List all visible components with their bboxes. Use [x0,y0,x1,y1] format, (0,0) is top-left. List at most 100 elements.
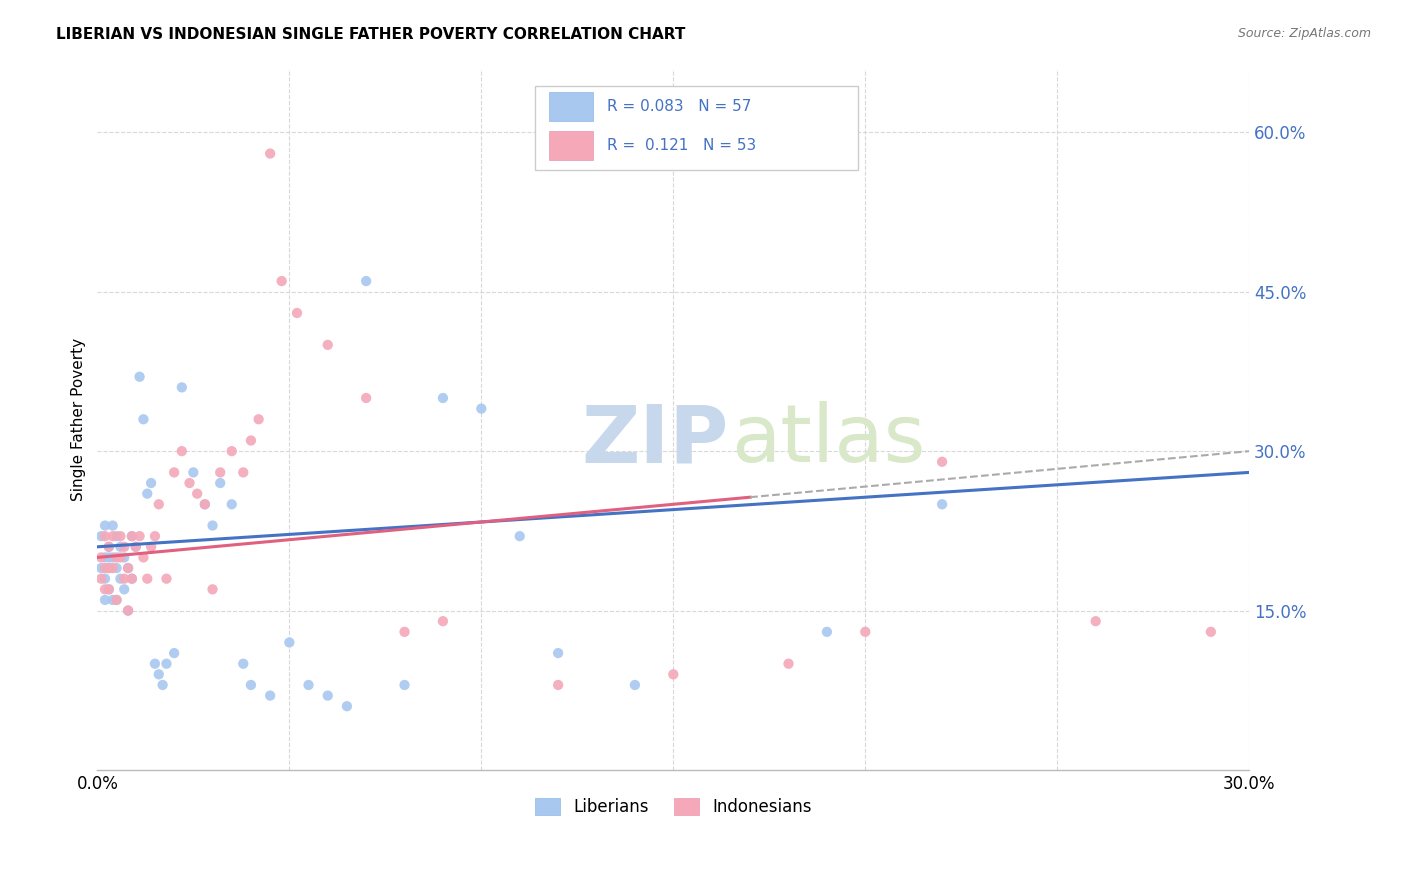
Point [700,103,723,118]
Point [94,529,117,543]
Point [110,572,132,586]
Point [931,455,953,469]
Point [97,540,120,554]
Point [105,593,128,607]
Point [101,529,124,543]
Point [624,678,647,692]
Point [94,518,117,533]
Point [121,529,143,543]
Point [259,689,281,703]
Point [509,529,531,543]
Point [139,476,162,491]
Point [316,689,339,703]
Point [132,550,155,565]
Point [112,540,135,554]
Point [297,678,319,692]
Point [90,550,112,565]
Point [105,561,128,575]
Point [94,572,117,586]
Point [239,434,262,448]
Point [125,540,148,554]
Point [336,699,359,714]
Point [155,657,177,671]
Point [155,572,177,586]
Point [259,146,281,161]
Point [97,561,120,575]
Point [97,561,120,575]
Point [101,561,124,575]
Point [90,529,112,543]
Point [221,444,243,458]
Point [112,582,135,597]
Point [143,657,166,671]
Text: atlas: atlas [731,401,925,479]
Point [105,593,128,607]
Point [354,274,377,288]
Point [778,657,800,671]
Point [815,624,838,639]
Point [394,678,416,692]
Point [136,572,159,586]
Point [112,572,135,586]
Point [128,529,150,543]
Point [139,540,162,554]
Point [931,497,953,511]
Point [132,412,155,426]
Point [547,678,569,692]
Point [183,466,205,480]
Point [110,529,132,543]
Point [209,476,232,491]
Point [170,444,193,458]
Point [232,466,254,480]
Point [179,476,201,491]
Point [152,678,174,692]
Point [117,603,139,617]
Point [117,561,139,575]
Point [110,540,132,554]
Point [97,582,120,597]
Point [432,614,454,628]
Text: LIBERIAN VS INDONESIAN SINGLE FATHER POVERTY CORRELATION CHART: LIBERIAN VS INDONESIAN SINGLE FATHER POV… [56,27,686,42]
Point [94,561,117,575]
Point [97,550,120,565]
Point [186,486,208,500]
Point [143,529,166,543]
Point [1084,614,1107,628]
FancyBboxPatch shape [536,86,858,170]
Point [662,667,685,681]
Point [90,561,112,575]
Point [136,486,159,500]
Text: ZIP: ZIP [581,401,728,479]
Point [239,678,262,692]
Point [470,401,492,416]
Point [247,412,270,426]
Point [163,646,186,660]
Point [101,550,124,565]
Point [94,550,117,565]
Point [547,646,569,660]
Point [221,497,243,511]
Point [105,550,128,565]
Point [285,306,308,320]
Point [232,657,254,671]
Point [209,466,232,480]
Point [110,550,132,565]
Point [121,572,143,586]
Point [117,561,139,575]
Point [194,497,217,511]
Point [1199,624,1222,639]
Text: R =  0.121   N = 53: R = 0.121 N = 53 [606,138,756,153]
Point [105,529,128,543]
Point [194,497,217,511]
Point [97,582,120,597]
Legend: Liberians, Indonesians: Liberians, Indonesians [527,790,820,825]
Point [101,518,124,533]
Point [148,497,170,511]
Point [316,338,339,352]
Point [90,572,112,586]
Point [163,466,186,480]
Point [97,540,120,554]
Point [117,603,139,617]
FancyBboxPatch shape [548,92,593,121]
Point [394,624,416,639]
